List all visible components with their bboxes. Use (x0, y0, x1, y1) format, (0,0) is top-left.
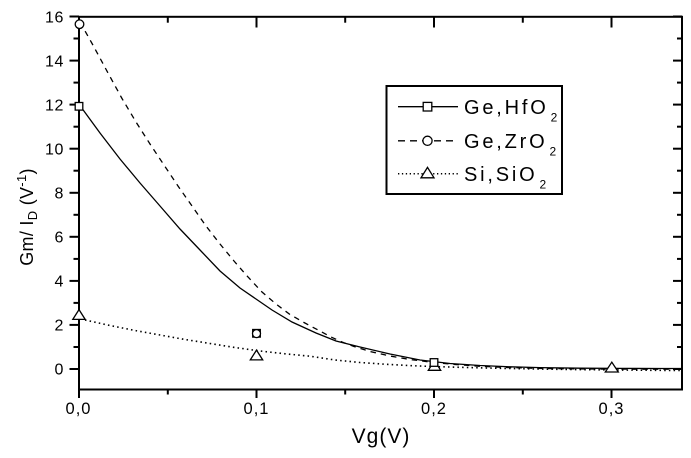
svg-text:6: 6 (55, 230, 65, 247)
svg-text:16: 16 (45, 10, 64, 27)
svg-text:4: 4 (55, 274, 65, 291)
svg-text:14: 14 (45, 54, 64, 71)
svg-text:0,3: 0,3 (599, 400, 625, 418)
svg-text:0: 0 (55, 362, 65, 379)
svg-text:0,1: 0,1 (244, 400, 270, 418)
svg-text:0,2: 0,2 (421, 400, 447, 418)
svg-text:8: 8 (55, 186, 65, 203)
svg-text:12: 12 (45, 98, 64, 115)
svg-text:2: 2 (55, 318, 65, 335)
svg-text:0,0: 0,0 (66, 400, 92, 418)
svg-text:10: 10 (45, 142, 64, 159)
svg-text:Vg(V): Vg(V) (352, 425, 411, 448)
